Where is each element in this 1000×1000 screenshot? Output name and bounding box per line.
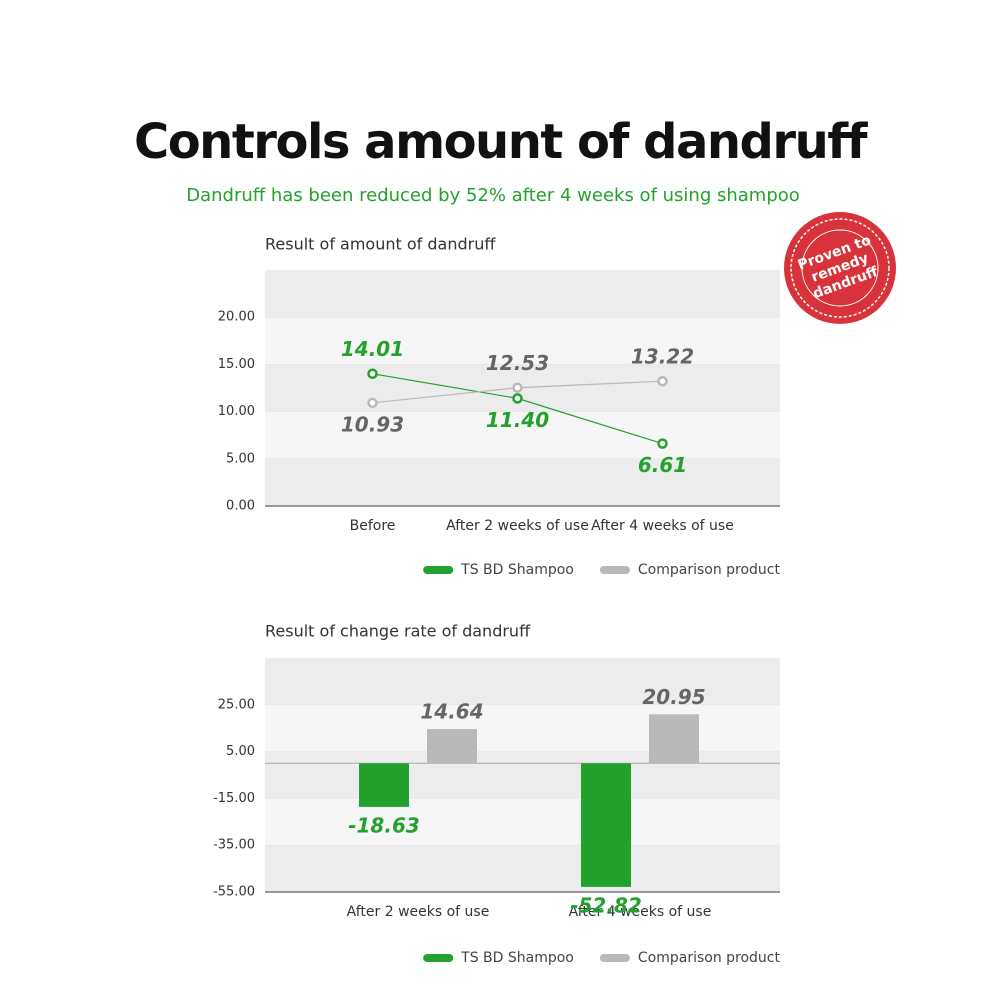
legend-swatch [599,566,630,574]
y-tick-label: -35.00 [213,838,255,853]
stamp-ring [790,218,890,318]
legend-label: Comparison product [638,562,781,578]
data-label: -52.82 [570,893,642,917]
y-tick-label: 0.00 [226,499,255,514]
x-tick-label: After 4 weeks of use [591,518,734,534]
page-subtitle: Dandruff has been reduced by 52% after 4… [186,185,800,206]
data-point [512,382,523,393]
stamp: Proven to remedy dandruff [784,212,896,324]
legend-swatch [423,566,454,574]
bar [427,729,477,764]
data-point [367,368,378,379]
plot-band [265,658,780,705]
data-point [657,375,668,387]
legend-swatch [599,954,630,962]
x-tick-label: Before [350,518,396,534]
chart-title: Result of change rate of dandruff [265,622,531,641]
data-point [657,438,668,449]
page-title: Controls amount of dandruff [134,114,869,170]
stamp-ring [801,229,879,307]
data-label: 14.01 [341,337,404,361]
plot-band [265,317,780,365]
data-label: 11.40 [486,408,549,432]
y-tick-label: 25.00 [218,697,255,712]
x-tick-label: After 4 weeks of use [569,904,712,920]
data-label: 10.93 [341,412,404,436]
stamp-disc [784,212,896,324]
plot-band [265,751,780,799]
y-tick-label: 10.00 [218,404,255,419]
chart-title: Result of amount of dandruff [265,235,496,254]
legend-swatch [423,954,454,962]
x-tick-label: After 2 weeks of use [347,904,490,920]
data-label: 13.22 [631,345,694,369]
y-tick-label: 15.00 [218,357,255,372]
bar [649,714,699,764]
x-tick-label: After 2 weeks of use [446,518,589,534]
plot-band [265,458,780,506]
data-point [367,397,378,409]
bar [359,763,409,807]
data-label: 12.53 [486,351,549,375]
data-label: 14.64 [420,700,483,724]
bar [581,763,631,887]
plot-band [265,845,780,892]
y-tick-label: 5.00 [226,451,255,466]
data-label: 20.95 [642,685,705,709]
y-tick-label: -55.00 [213,885,255,900]
legend-label: TS BD Shampoo [460,562,574,578]
legend-label: TS BD Shampoo [460,950,574,966]
y-tick-label: 20.00 [218,310,255,325]
plot-band [265,411,780,459]
y-tick-label: 5.00 [226,744,255,759]
data-label: 6.61 [638,453,687,477]
legend-label: Comparison product [638,950,781,966]
plot-band [265,704,780,752]
data-label: -18.63 [348,813,420,837]
plot-band [265,798,780,846]
y-tick-label: -15.00 [213,791,255,806]
plot-band [265,270,780,318]
data-point [512,393,523,404]
